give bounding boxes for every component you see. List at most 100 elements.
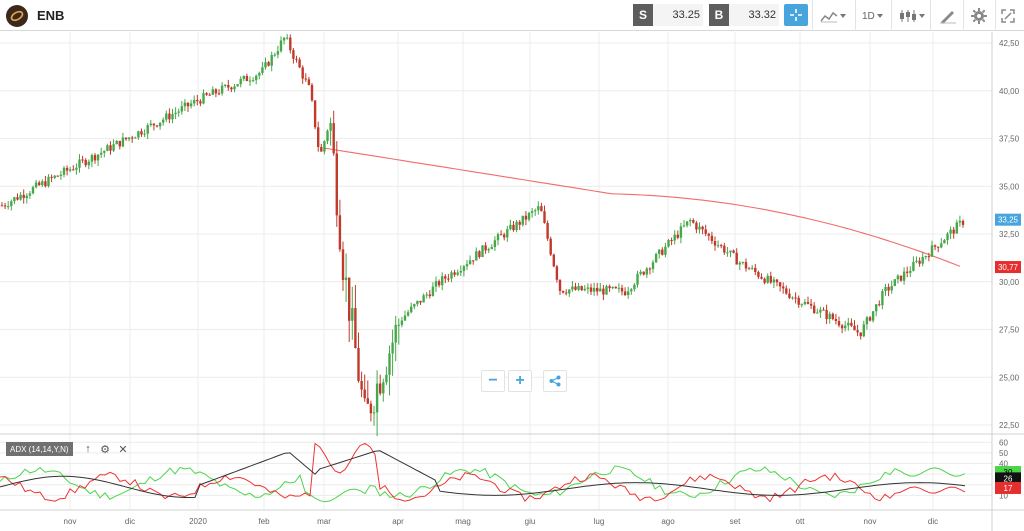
zoom-out-button[interactable]: − [481,370,505,392]
candle-body [912,261,915,271]
candle-body [813,305,816,314]
candle-body [720,245,723,247]
candle-body [586,287,590,289]
candle-body [174,112,177,115]
crosshair-icon[interactable] [784,4,808,26]
time-tick-label: giu [525,517,536,526]
candle-body [834,318,838,321]
fullscreen-button[interactable] [1001,6,1015,26]
candle-body [276,51,280,55]
draw-tools-button[interactable] [939,6,957,26]
candle-body [93,155,97,161]
candle-body [248,80,252,82]
candle-body [670,239,673,241]
candle-body [165,113,168,120]
candle-body [906,271,909,273]
time-tick-label: mar [317,517,331,526]
candle-body [884,286,887,292]
candle-body [406,312,410,316]
chart-type-selector[interactable] [820,6,846,26]
candle-body [673,234,676,241]
candle-body [794,297,797,299]
settings-button[interactable] [971,6,987,26]
candle-body [676,234,679,238]
ma-value-badge: 30,77 [998,263,1019,272]
candle-body [25,195,28,199]
indicator-move-up-button[interactable]: ↑ [85,443,91,455]
adx-tick-label: 10 [999,491,1008,500]
candle-body [50,176,53,178]
candle-body [769,275,772,283]
candle-body [447,278,450,280]
adx-tick-label: 40 [999,460,1008,469]
indicators-selector[interactable] [899,6,925,26]
candle-body [453,272,456,275]
candle-body [140,131,143,135]
time-tick-label: ago [661,517,675,526]
candle-body [729,250,732,253]
time-tick-label: dic [125,517,135,526]
candle-body [608,286,611,289]
candle-body [211,89,214,95]
toolbar: ENB S 33.25 B 33.32 1D [0,0,1024,31]
candle-body [605,286,608,295]
candle-body [366,398,369,404]
candle-body [487,249,490,251]
candle-body [490,247,493,250]
indicator-settings-button[interactable]: ⚙ [100,443,110,456]
candle-body [707,233,710,236]
share-button[interactable] [543,370,567,392]
candle-body [273,54,276,56]
candle-body [617,287,621,289]
candle-body [193,99,196,104]
time-tick-label: set [730,517,741,526]
candle-body [227,84,230,88]
candle-body [106,145,109,152]
candle-body [568,289,571,294]
candle-body [760,276,763,279]
candle-body [301,67,304,79]
indicator-close-button[interactable]: ✕ [118,443,128,456]
candle-body [828,313,831,320]
candle-body [689,220,692,222]
time-tick-label: dic [928,517,938,526]
price-chart[interactable]: 42,50 40,00 37,50 35,00 32,50 30,00 27,50 25,00… [0,32,1024,531]
candle-body [952,229,955,234]
candle-body [806,302,810,304]
candle-body [878,304,881,306]
candle-body [809,303,813,306]
candle-body [732,250,735,253]
buy-button[interactable]: B [709,4,729,26]
share-icon [549,375,561,387]
price-tick-label: 35,00 [999,182,1020,191]
zoom-in-button[interactable]: + [508,370,532,392]
candle-body [431,286,435,297]
candle-body [679,226,683,238]
candle-body [741,262,745,264]
sell-button[interactable]: S [633,4,653,26]
candle-body [391,342,394,354]
candle-body [549,238,552,255]
candle-body [180,106,183,112]
candle-body [599,288,602,292]
timeframe-selector[interactable]: 1D [862,6,883,26]
candle-body [639,271,642,274]
adx-badge: 26 [1004,474,1013,483]
moving-average-layer [323,147,961,267]
candle-body [118,140,121,147]
candle-body [614,286,617,289]
candle-body [199,101,202,104]
candle-body [543,211,546,223]
candle-body [713,241,717,246]
candle-body [862,324,865,337]
buy-price[interactable]: 33.32 [729,4,779,26]
sell-price[interactable]: 33.25 [653,4,703,26]
candle-body [152,123,156,126]
candle-body [844,325,847,329]
candle-body [642,271,645,275]
price-tick-label: 30,00 [999,278,1020,287]
candle-body [177,111,180,113]
candle-body [310,84,314,101]
indicator-label[interactable]: ADX (14,14,Y,N) [6,442,73,456]
